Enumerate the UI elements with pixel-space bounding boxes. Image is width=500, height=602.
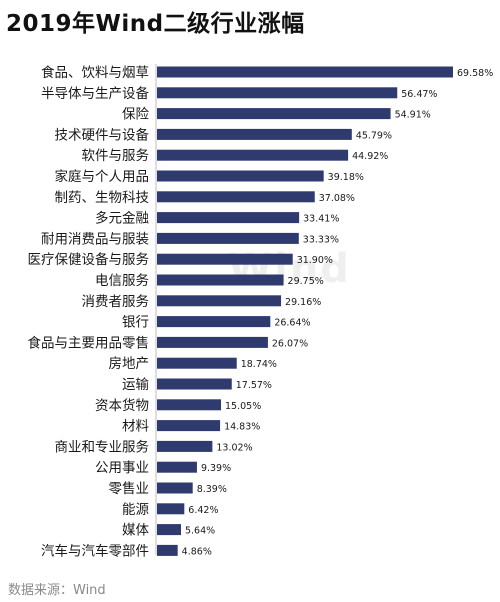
- value-label-16: 17.57%: [236, 380, 272, 391]
- category-label-2: 半导体与生产设备: [41, 85, 149, 102]
- value-label-4: 45.79%: [356, 130, 392, 141]
- category-label-10: 医疗保健设备与服务: [28, 251, 150, 268]
- category-label-8: 多元金融: [95, 210, 149, 227]
- category-label-4: 技术硬件与设备: [55, 126, 150, 143]
- value-label-19: 13.02%: [216, 442, 252, 453]
- bar-18: [157, 420, 221, 432]
- bar-13: [157, 316, 271, 328]
- category-labels-group: 食品、饮料与烟草半导体与生产设备保险技术硬件与设备软件与服务家庭与个人用品制药、…: [28, 64, 150, 559]
- category-label-22: 能源: [122, 502, 149, 518]
- category-label-3: 保险: [122, 107, 149, 123]
- value-label-24: 4.86%: [182, 546, 212, 557]
- value-label-13: 26.64%: [274, 318, 310, 329]
- bar-12: [157, 295, 282, 307]
- category-label-1: 食品、饮料与烟草: [41, 64, 149, 81]
- chart-title: 2019年Wind二级行业涨幅: [6, 11, 305, 37]
- bar-23: [157, 524, 181, 536]
- value-labels-group: 69.58% 56.47% 54.91%45.79% 44.92% 39.18% 37.0…: [182, 68, 494, 557]
- bar-2: [157, 87, 398, 99]
- category-label-11: 电信服务: [95, 273, 149, 289]
- category-label-6: 家庭与个人用品: [55, 168, 150, 185]
- category-label-23: 媒体: [122, 523, 149, 539]
- bar-22: [157, 503, 185, 515]
- category-label-15: 房地产: [109, 356, 150, 372]
- category-label-7: 制药、生物科技: [55, 190, 150, 206]
- category-label-21: 零售业: [109, 481, 150, 497]
- bar-16: [157, 378, 232, 390]
- category-label-16: 运输: [122, 377, 149, 393]
- category-label-17: 资本货物: [95, 397, 149, 414]
- bar-10: [157, 253, 293, 265]
- bar-9: [157, 232, 299, 244]
- category-label-12: 消费者服务: [82, 294, 150, 310]
- bar-20: [157, 461, 197, 473]
- value-label-21: 8.39%: [197, 484, 227, 495]
- bar-14: [157, 336, 268, 348]
- value-label-18: 14.83%: [224, 422, 260, 433]
- category-label-5: 软件与服务: [82, 148, 150, 164]
- value-label-7: 37.08%: [319, 193, 355, 204]
- value-label-1: 69.58%: [457, 68, 493, 79]
- category-label-20: 公用事业: [95, 460, 149, 476]
- category-label-19: 商业和专业服务: [55, 439, 150, 455]
- value-label-8: 33.41%: [303, 214, 339, 225]
- category-label-13: 银行: [122, 315, 149, 331]
- bar-4: [157, 128, 352, 140]
- bar-15: [157, 357, 237, 369]
- value-label-15: 18.74%: [241, 359, 277, 370]
- value-label-23: 5.64%: [185, 526, 215, 537]
- bar-5: [157, 149, 349, 161]
- bar-7: [157, 191, 315, 203]
- value-label-11: 29.75%: [288, 276, 324, 287]
- bars-group: [157, 66, 453, 556]
- value-label-2: 56.47%: [401, 89, 437, 100]
- value-label-14: 26.07%: [272, 338, 308, 349]
- bar-11: [157, 274, 284, 286]
- bar-24: [157, 544, 178, 556]
- category-label-24: 汽车与汽车零部件: [41, 542, 149, 559]
- value-label-17: 15.05%: [225, 401, 261, 412]
- category-label-18: 材料: [122, 419, 149, 435]
- category-label-9: 耐用消费品与服装: [41, 231, 149, 247]
- value-label-9: 33.33%: [303, 234, 339, 245]
- value-label-20: 9.39%: [201, 463, 231, 474]
- bar-17: [157, 399, 222, 411]
- category-label-14: 食品与主要用品零售: [28, 334, 150, 351]
- bar-21: [157, 482, 193, 494]
- bar-8: [157, 212, 300, 224]
- bar-1: [157, 66, 453, 78]
- source-note: 数据来源：Wind: [8, 583, 106, 598]
- bar-6: [157, 170, 324, 182]
- value-label-5: 44.92%: [352, 151, 388, 162]
- bar-3: [157, 108, 391, 120]
- value-label-12: 29.16%: [285, 297, 321, 308]
- value-label-6: 39.18%: [328, 172, 364, 183]
- value-label-3: 54.91%: [395, 110, 431, 121]
- value-label-22: 6.42%: [188, 505, 218, 516]
- value-label-10: 31.90%: [297, 255, 333, 266]
- bar-19: [157, 440, 213, 452]
